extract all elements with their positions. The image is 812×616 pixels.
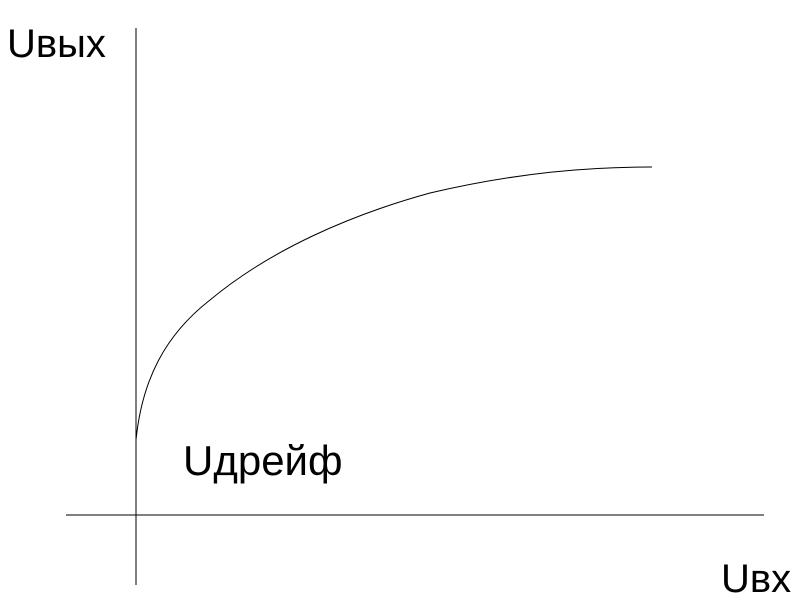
y-axis-label: Uвых bbox=[7, 22, 106, 66]
curve bbox=[135, 166, 653, 441]
x-axis-label: Uвх bbox=[721, 557, 791, 601]
annotation: Uдрейф bbox=[183, 437, 343, 484]
